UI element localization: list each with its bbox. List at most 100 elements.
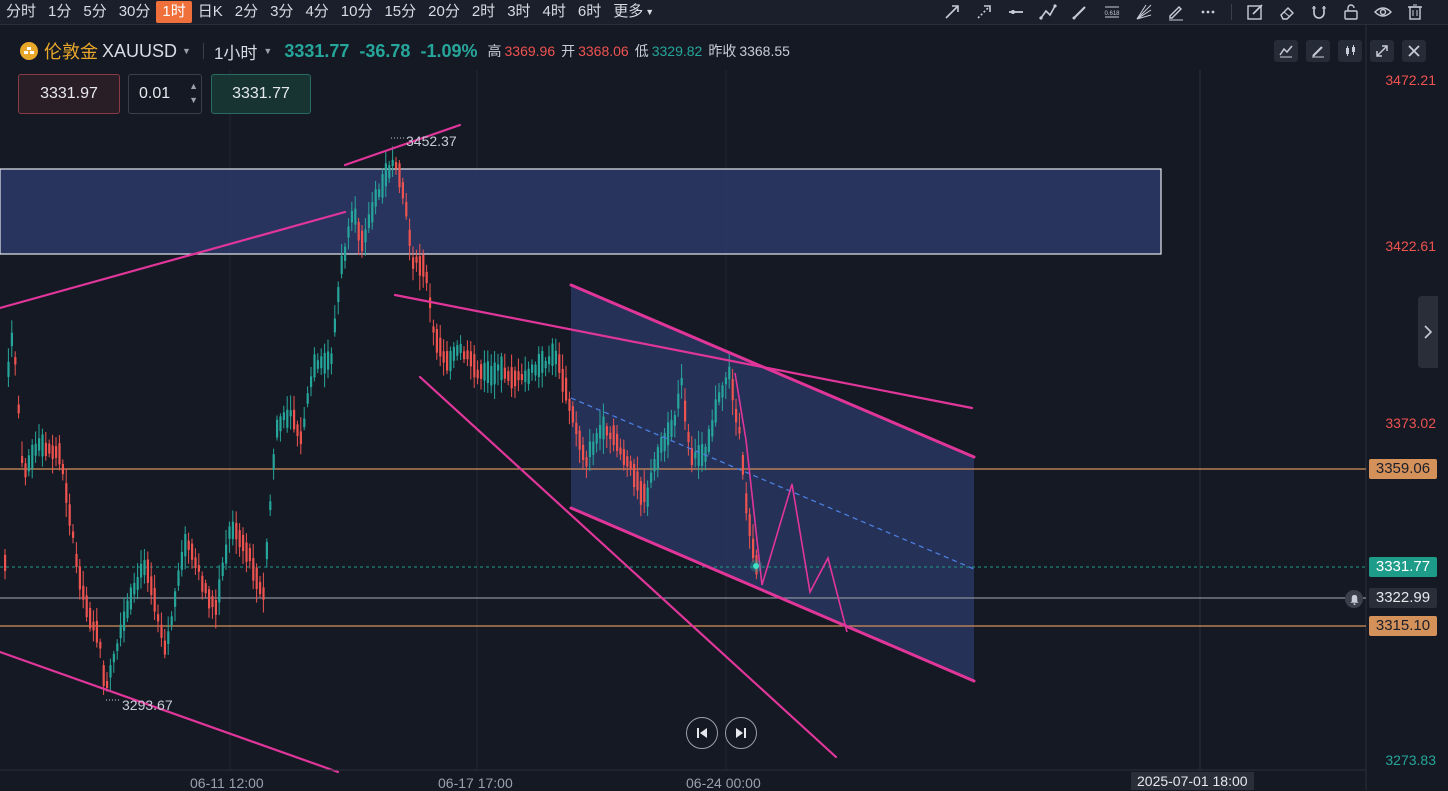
timeframe-tab[interactable]: 3分 — [270, 3, 294, 20]
draw-button[interactable] — [1306, 40, 1330, 62]
lock-icon[interactable] — [1338, 1, 1364, 23]
timeframe-tab[interactable]: 2时 — [471, 3, 496, 20]
trash-icon[interactable] — [1402, 1, 1428, 23]
candle-body — [439, 337, 442, 357]
interval-dropdown-icon[interactable]: ▼ — [263, 46, 273, 56]
sell-price-button[interactable]: 3331.97 — [18, 74, 120, 114]
candle-body — [99, 641, 102, 649]
prev-close-label: 昨收 — [708, 43, 737, 59]
chart-controls — [1274, 40, 1426, 62]
candle-body — [129, 587, 132, 610]
alert-bell-icon[interactable] — [1345, 590, 1363, 608]
timeframe-tab[interactable]: 1分 — [48, 3, 72, 20]
pencil-icon[interactable] — [1163, 1, 1189, 23]
timeframe-tab[interactable]: 15分 — [384, 3, 417, 20]
resistance-price-tag: 3359.06 — [1369, 459, 1437, 479]
close-button[interactable] — [1402, 40, 1426, 62]
candle-body — [218, 579, 221, 603]
candle-body — [449, 350, 452, 372]
candle-body — [622, 449, 625, 465]
buy-price-button[interactable]: 3331.77 — [211, 74, 311, 114]
interval-selector[interactable]: 1小时 — [213, 43, 258, 63]
candle-body — [480, 364, 483, 379]
candle-body — [401, 182, 404, 199]
timeframe-tab[interactable]: 4分 — [305, 3, 329, 20]
candle-body — [180, 552, 183, 570]
candle-body — [592, 441, 595, 455]
candle-body — [738, 426, 741, 434]
timeframe-tab[interactable]: 1时 — [156, 1, 192, 23]
ellipsis-icon[interactable] — [1195, 1, 1221, 23]
candle-body — [310, 376, 313, 387]
fibonacci-icon[interactable]: 0.618 — [1099, 1, 1125, 23]
candle-body — [163, 640, 166, 655]
symbol-name[interactable]: 伦敦金 — [44, 42, 98, 62]
candle-body — [585, 457, 588, 467]
timeframe-tab[interactable]: 10分 — [340, 3, 373, 20]
side-panel-toggle[interactable] — [1418, 296, 1438, 368]
candle-body — [452, 346, 455, 361]
eraser-icon[interactable] — [1274, 1, 1300, 23]
candle-body — [524, 370, 527, 383]
timeframe-tab[interactable]: 分时 — [6, 3, 37, 20]
candle-body — [667, 422, 670, 446]
resistance-zone — [0, 168, 1162, 255]
candle-body — [85, 595, 88, 618]
timeframe-tab[interactable]: 5分 — [83, 3, 107, 20]
candle-body — [184, 534, 187, 557]
expand-icon — [1376, 45, 1388, 57]
sell-price: 3331.97 — [40, 85, 98, 102]
candle-body — [670, 420, 673, 437]
candle-body — [350, 210, 353, 223]
candle-body — [197, 565, 200, 572]
candle-body — [398, 163, 401, 188]
candle-body — [514, 370, 517, 387]
candle-body — [381, 174, 384, 198]
timeframe-tab[interactable]: 30分 — [118, 3, 151, 20]
lot-value: 0.01 — [139, 85, 171, 102]
timeframe-tab[interactable]: 4时 — [542, 3, 566, 20]
timeframe-tab[interactable]: 20分 — [428, 3, 460, 20]
lot-stepper[interactable]: ▲ ▼ — [189, 81, 198, 105]
timeframe-tab[interactable]: 更多 — [613, 3, 644, 20]
candle-icon — [1346, 45, 1355, 56]
fan-icon[interactable] — [1131, 1, 1157, 23]
pen-line-icon[interactable] — [1067, 1, 1093, 23]
symbol-dropdown-icon[interactable]: ▼ — [182, 46, 191, 56]
symbol-code[interactable]: XAUUSD — [102, 40, 178, 61]
candle-body — [612, 425, 615, 445]
channel-bottom-line — [569, 506, 976, 683]
arrow-line-icon[interactable] — [939, 1, 965, 23]
alert-price-tag: 3322.99 — [1369, 588, 1437, 608]
polyline-icon[interactable] — [1035, 1, 1061, 23]
magnet-icon[interactable] — [1306, 1, 1332, 23]
candle-body — [347, 226, 350, 238]
candle-body — [48, 443, 51, 454]
scroll-forward-button[interactable] — [725, 717, 757, 749]
candle-body — [503, 367, 506, 379]
indicator-button[interactable] — [1274, 40, 1298, 62]
eye-icon[interactable] — [1370, 1, 1396, 23]
scroll-back-button[interactable] — [686, 717, 718, 749]
timeframe-tab[interactable]: 6时 — [577, 3, 602, 20]
candle-body — [626, 456, 629, 467]
candle-body — [276, 419, 279, 438]
more-chevron-icon[interactable]: ▼ — [645, 7, 655, 17]
timeframe-tab[interactable]: 日K — [197, 3, 223, 20]
trendline-steep-descending — [418, 375, 838, 759]
channel-top-line — [569, 283, 976, 459]
skip-back-icon — [697, 728, 707, 738]
price-change: -36.78 — [359, 40, 411, 61]
timeframe-tab[interactable]: 2分 — [234, 3, 259, 20]
candle-body — [303, 418, 306, 428]
lot-size-input[interactable]: 0.01 ▲ ▼ — [128, 74, 202, 114]
horizontal-line-icon[interactable] — [1003, 1, 1029, 23]
candle-style-button[interactable] — [1338, 40, 1362, 62]
dashed-arrow-icon[interactable] — [971, 1, 997, 23]
timeframe-tab[interactable]: 3时 — [507, 3, 531, 20]
candle-body — [109, 665, 112, 678]
expand-button[interactable] — [1370, 40, 1394, 62]
candle-body — [228, 526, 231, 539]
edit-box-icon[interactable] — [1242, 1, 1268, 23]
